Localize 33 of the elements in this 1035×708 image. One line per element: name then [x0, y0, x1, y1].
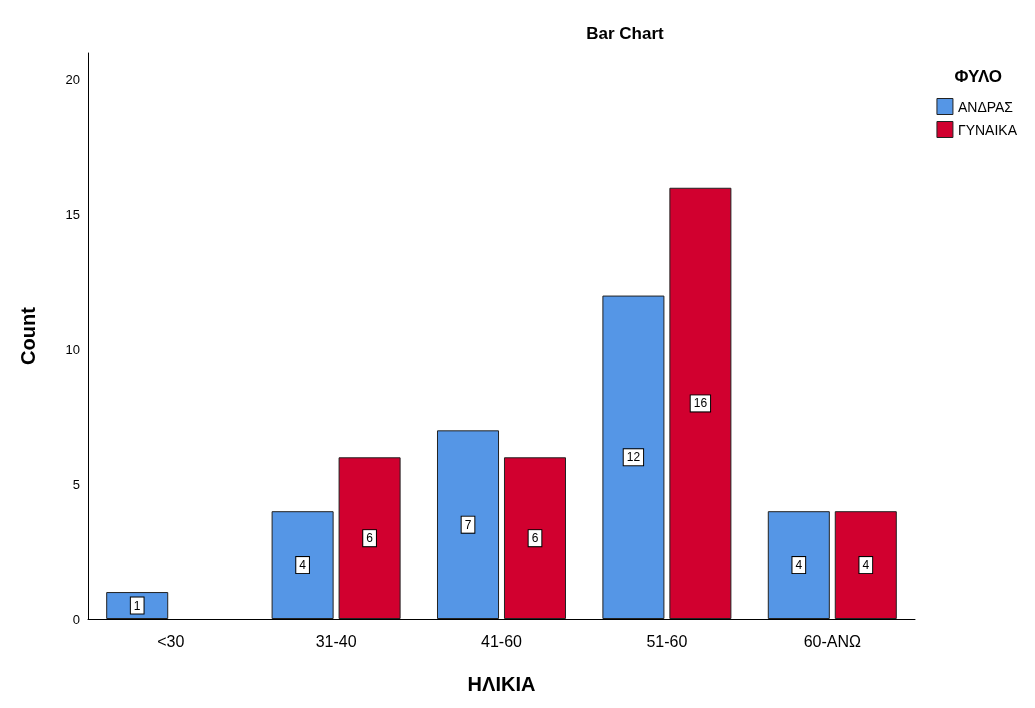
data-label: 12: [626, 450, 641, 465]
y-tick-label: 5: [72, 476, 80, 492]
legend-label: ΓΥΝΑΙΚΑ: [957, 121, 1018, 138]
x-axis-title: ΗΛΙΚΙΑ: [467, 673, 536, 695]
y-tick-label: 0: [72, 611, 80, 627]
chart-title: Bar Chart: [586, 24, 665, 43]
bar: [767, 511, 830, 619]
data-label: 16: [693, 396, 708, 411]
bar: [602, 295, 665, 619]
y-axis-title: Count: [17, 306, 39, 365]
data-label: 6: [531, 531, 539, 546]
data-label: 4: [299, 558, 307, 573]
data-label: 6: [366, 531, 374, 546]
bar: [271, 511, 334, 619]
x-tick-label: 41-60: [481, 632, 523, 650]
bar: [338, 457, 401, 619]
y-tick-label: 15: [65, 207, 80, 223]
bar: [436, 430, 500, 619]
y-tick-label: 10: [65, 341, 80, 357]
y-tick-label: 20: [65, 72, 80, 88]
bar: [669, 187, 732, 619]
x-tick-label: <30: [157, 632, 185, 650]
x-tick-label: 60-ΑΝΩ: [803, 632, 861, 650]
bar: [834, 511, 897, 619]
data-label: 4: [795, 558, 803, 573]
legend-label: ΑΝΔΡΑΣ: [957, 98, 1014, 115]
legend-title: ΦΥΛΟ: [954, 67, 1003, 86]
data-label: 1: [133, 598, 141, 613]
x-tick-label: 31-40: [315, 632, 357, 650]
bar: [503, 457, 567, 619]
data-label: 7: [464, 517, 472, 532]
data-label: 4: [862, 558, 870, 573]
x-tick-label: 51-60: [646, 632, 688, 650]
